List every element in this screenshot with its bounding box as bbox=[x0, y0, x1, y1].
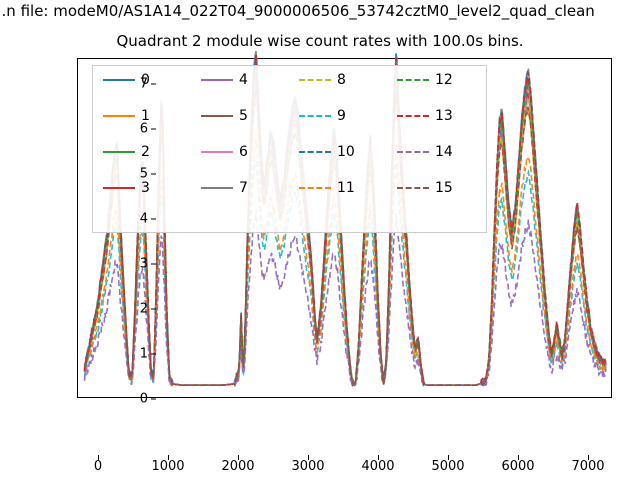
ytick-label-0: 0 bbox=[118, 392, 148, 407]
legend-item-7: 7 bbox=[201, 180, 248, 196]
ytick-label-6: 6 bbox=[118, 122, 148, 137]
chart-title-text: Quadrant 2 module wise count rates with … bbox=[0, 32, 640, 50]
legend-item-13: 13 bbox=[397, 108, 453, 124]
legend-item-2: 2 bbox=[103, 144, 150, 160]
xtick-label-2000: 2000 bbox=[221, 459, 254, 474]
xtick-label-1000: 1000 bbox=[151, 459, 184, 474]
xtick-label-3000: 3000 bbox=[291, 459, 324, 474]
legend-item-5: 5 bbox=[201, 108, 248, 124]
ytick-label-3: 3 bbox=[118, 257, 148, 272]
top-filename-text: ...n file: modeM0/AS1A14_022T04_90000065… bbox=[0, 2, 595, 20]
xtick-label-4000: 4000 bbox=[361, 459, 394, 474]
legend-item-3: 3 bbox=[103, 180, 150, 196]
legend-box: 0 1 2 3 4 5 6 bbox=[92, 65, 487, 233]
ytick-label-5: 5 bbox=[118, 167, 148, 182]
xtick-label-6000: 6000 bbox=[501, 459, 534, 474]
legend-item-12: 12 bbox=[397, 72, 453, 88]
legend-item-9: 9 bbox=[299, 108, 346, 124]
ytick-label-2: 2 bbox=[118, 302, 148, 317]
plot-area: 0 1 2 3 4 5 6 bbox=[77, 58, 612, 398]
legend-item-11: 11 bbox=[299, 180, 355, 196]
legend-item-15: 15 bbox=[397, 180, 453, 196]
xtick-label-5000: 5000 bbox=[431, 459, 464, 474]
legend-item-8: 8 bbox=[299, 72, 346, 88]
legend-item-10: 10 bbox=[299, 144, 355, 160]
chart-window: ...n file: modeM0/AS1A14_022T04_90000065… bbox=[0, 0, 640, 480]
xtick-label-0: 0 bbox=[94, 459, 102, 474]
ytick-label-1: 1 bbox=[118, 347, 148, 362]
xtick-label-7000: 7000 bbox=[571, 459, 604, 474]
legend-item-4: 4 bbox=[201, 72, 248, 88]
legend-item-14: 14 bbox=[397, 144, 453, 160]
ytick-label-7: 7 bbox=[118, 77, 148, 92]
legend-item-6: 6 bbox=[201, 144, 248, 160]
ytick-label-4: 4 bbox=[118, 212, 148, 227]
